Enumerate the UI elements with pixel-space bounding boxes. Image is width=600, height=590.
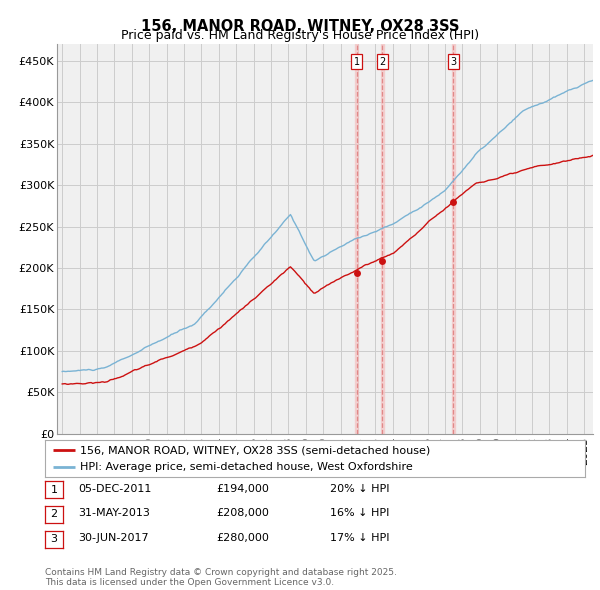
Text: 17% ↓ HPI: 17% ↓ HPI — [330, 533, 389, 543]
Bar — [381, 44, 384, 434]
Text: 156, MANOR ROAD, WITNEY, OX28 3SS: 156, MANOR ROAD, WITNEY, OX28 3SS — [141, 19, 459, 34]
Text: 3: 3 — [451, 57, 457, 67]
Text: Price paid vs. HM Land Registry's House Price Index (HPI): Price paid vs. HM Land Registry's House … — [121, 30, 479, 42]
Text: HPI: Average price, semi-detached house, West Oxfordshire: HPI: Average price, semi-detached house,… — [80, 462, 413, 472]
Text: £280,000: £280,000 — [216, 533, 269, 543]
Bar — [355, 44, 358, 434]
Text: 30-JUN-2017: 30-JUN-2017 — [78, 533, 149, 543]
Text: 20% ↓ HPI: 20% ↓ HPI — [330, 484, 389, 493]
Text: 16% ↓ HPI: 16% ↓ HPI — [330, 509, 389, 518]
Text: 05-DEC-2011: 05-DEC-2011 — [78, 484, 151, 493]
Text: 2: 2 — [379, 57, 386, 67]
Bar — [452, 44, 455, 434]
Text: 156, MANOR ROAD, WITNEY, OX28 3SS (semi-detached house): 156, MANOR ROAD, WITNEY, OX28 3SS (semi-… — [80, 445, 430, 455]
Text: Contains HM Land Registry data © Crown copyright and database right 2025.
This d: Contains HM Land Registry data © Crown c… — [45, 568, 397, 587]
Text: 31-MAY-2013: 31-MAY-2013 — [78, 509, 150, 518]
Text: £208,000: £208,000 — [216, 509, 269, 518]
Text: 1: 1 — [50, 485, 58, 494]
Text: 1: 1 — [353, 57, 359, 67]
Text: 3: 3 — [50, 535, 58, 544]
Text: 2: 2 — [50, 510, 58, 519]
Text: £194,000: £194,000 — [216, 484, 269, 493]
